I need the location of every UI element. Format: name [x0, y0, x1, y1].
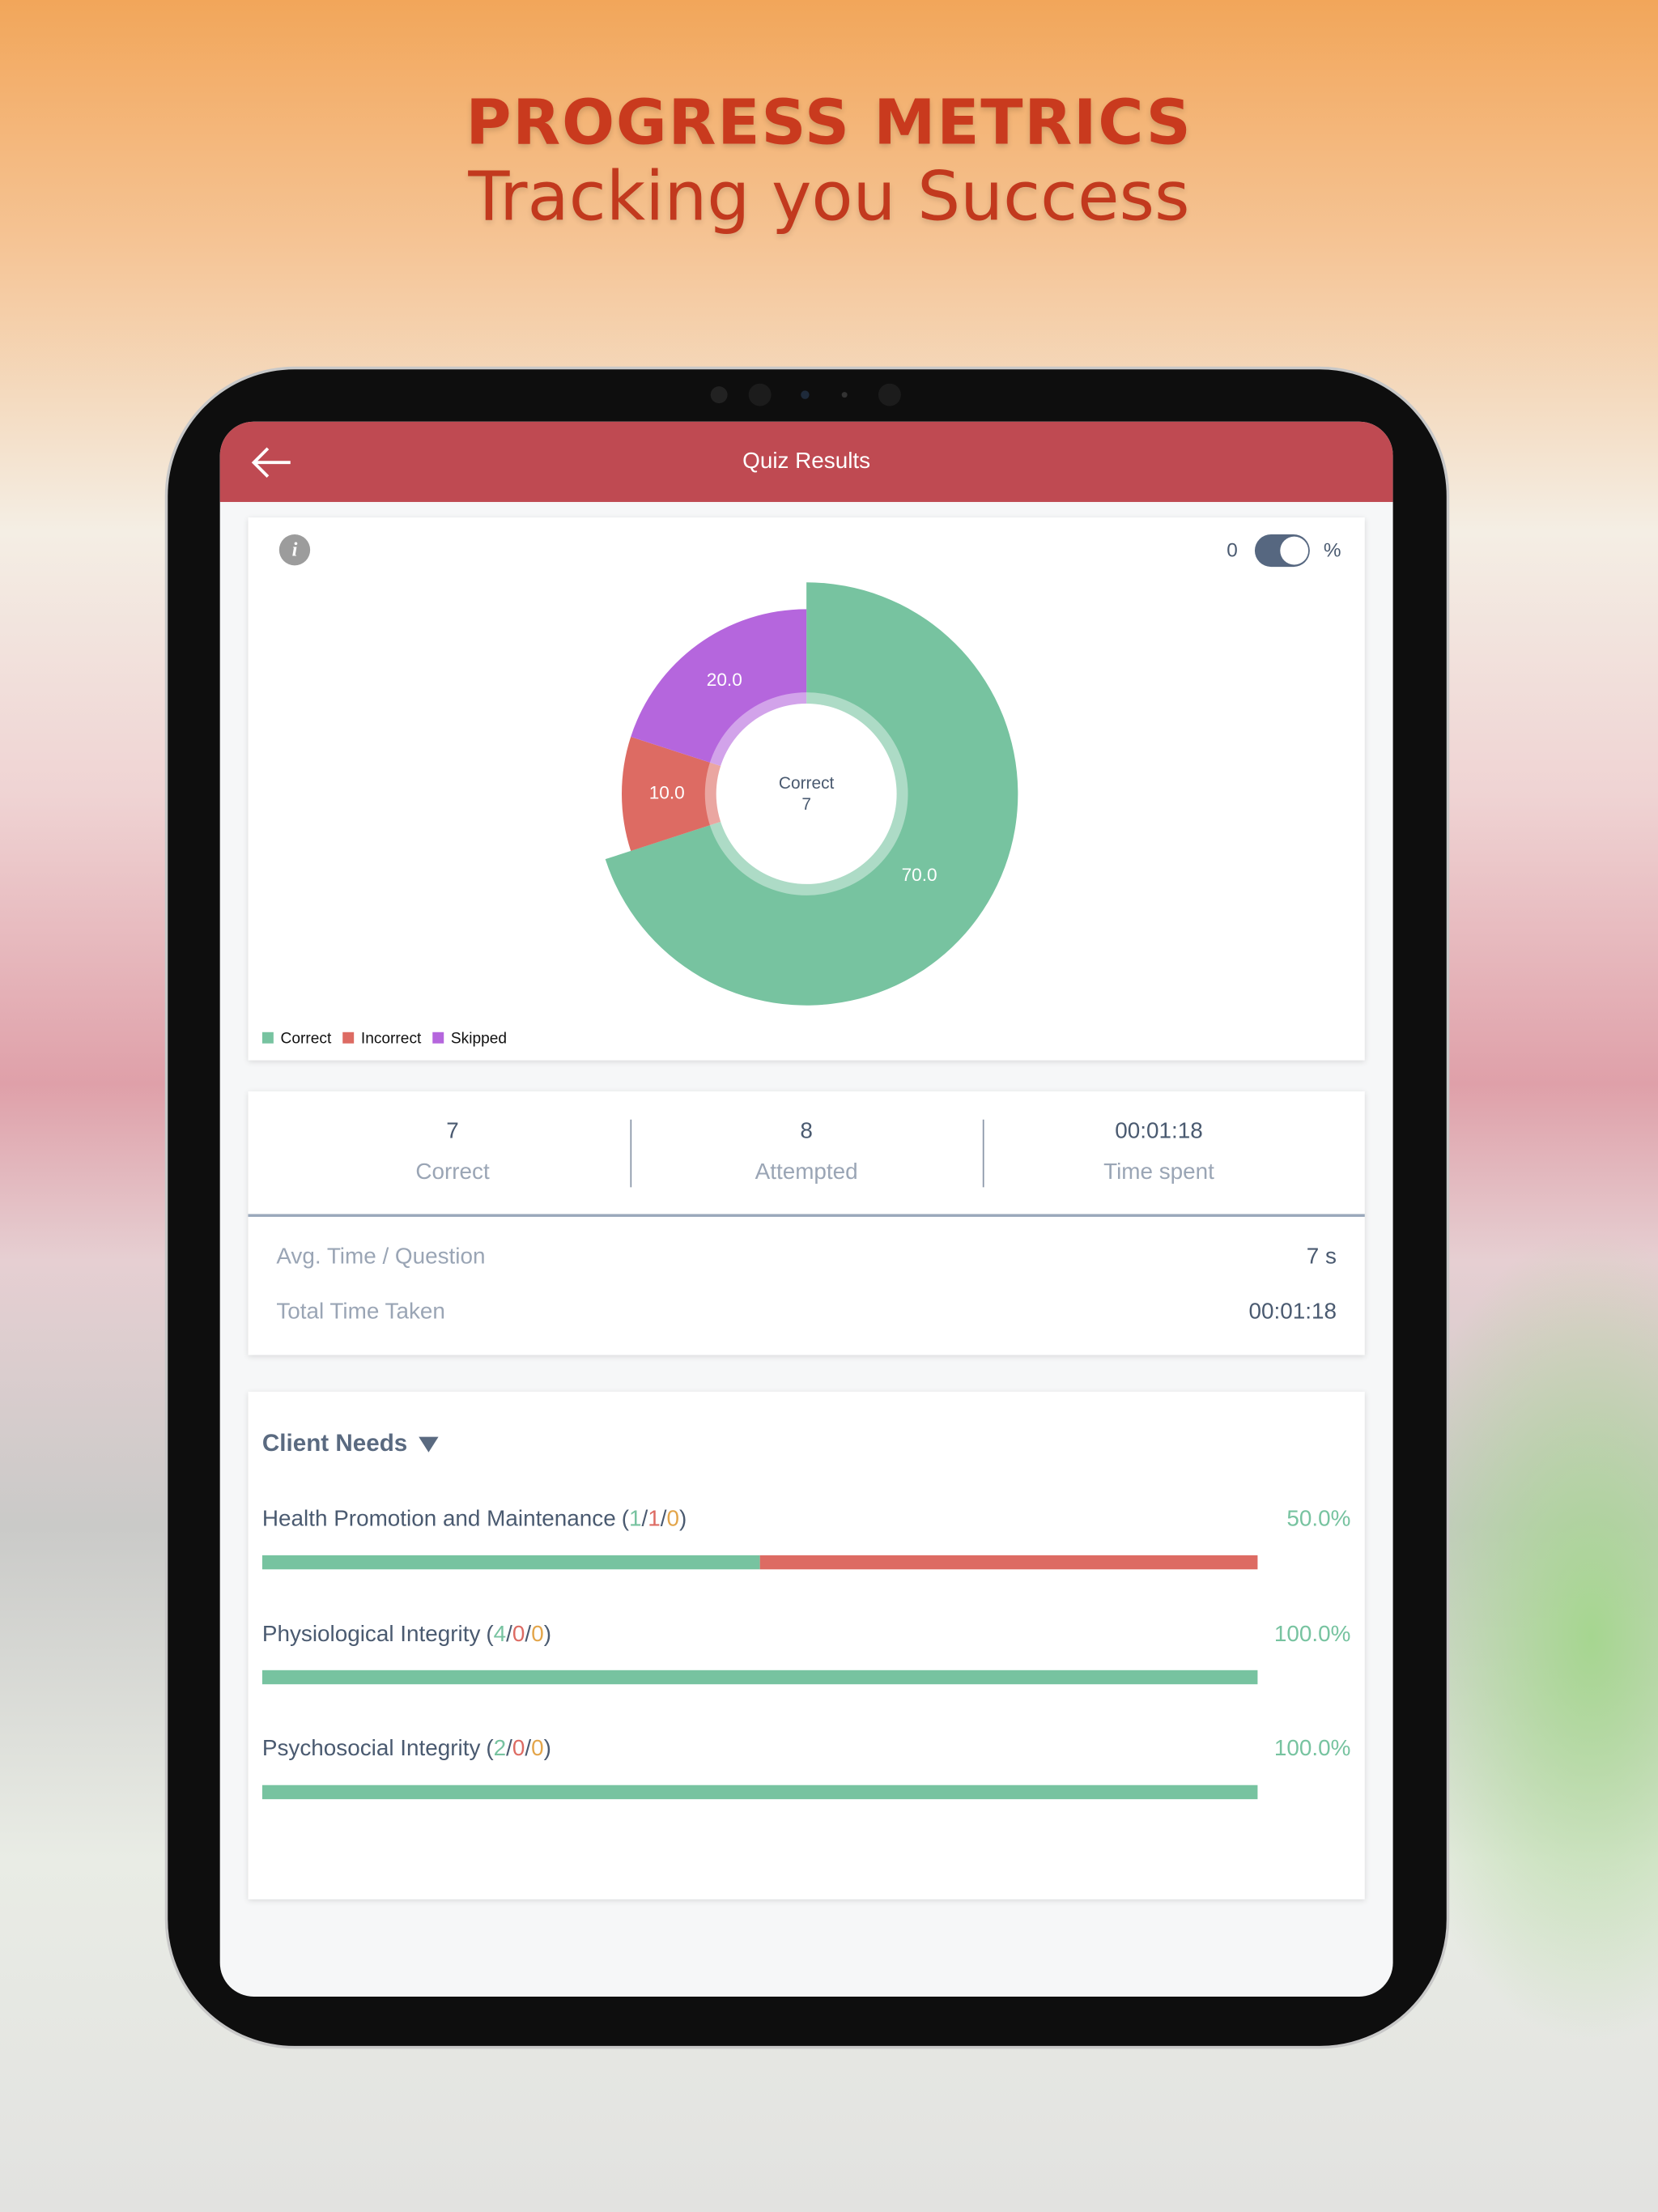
correct-bar [261, 1784, 1258, 1800]
incorrect-count: 1 [648, 1507, 661, 1532]
punctuation: / [641, 1507, 648, 1532]
slice-label: 10.0 [649, 782, 685, 802]
percent-label: 50.0% [1286, 1507, 1351, 1532]
legend-swatch [432, 1032, 444, 1044]
stat-label: Correct [415, 1160, 490, 1185]
category-label: Psychosocial Integrity (2/0/0) [262, 1738, 551, 1763]
client-needs-card: Client Needs Health Promotion and Mainte… [248, 1391, 1365, 1899]
center-value: 7 [801, 795, 811, 814]
divider [248, 1214, 1365, 1217]
punctuation: ( [621, 1507, 629, 1532]
summary-label: Total Time Taken [276, 1300, 445, 1325]
client-needs-dropdown[interactable]: Client Needs [262, 1430, 441, 1458]
punctuation: / [506, 1622, 512, 1647]
punctuation: ( [486, 1737, 494, 1762]
skipped-count: 0 [531, 1622, 544, 1647]
correct-count: 1 [628, 1507, 642, 1532]
slice-label: 20.0 [707, 670, 742, 690]
punctuation: / [660, 1507, 667, 1532]
info-button[interactable]: i [278, 534, 311, 566]
stat-label: Attempted [755, 1160, 858, 1185]
chart: i 0 % 70.0 10.0 20.0 Correct 7 Correct Incorre… [261, 534, 1341, 1048]
punctuation: / [525, 1622, 532, 1647]
punctuation: ( [486, 1622, 494, 1647]
stat-value: 00:01:18 [1115, 1119, 1203, 1144]
toggle-switch[interactable] [1254, 534, 1310, 568]
back-button[interactable] [251, 447, 293, 478]
legend-label: Correct [281, 1031, 332, 1048]
skipped-count: 0 [666, 1507, 680, 1532]
toggle-left-label: 0 [1226, 539, 1238, 561]
screen: Quiz Results i 0 % 70.0 10.0 20.0 Correct 7 C… [219, 421, 1393, 1997]
correct-count: 4 [493, 1622, 507, 1647]
pie-slice [622, 736, 722, 851]
dropdown-arrow [419, 1436, 439, 1453]
stat-value: 7 [446, 1119, 459, 1144]
bars [261, 1555, 1258, 1800]
incorrect-count: 0 [512, 1737, 525, 1762]
incorrect-bar [759, 1555, 1258, 1570]
correct-count: 2 [493, 1737, 507, 1762]
slice-label: 70.0 [902, 865, 937, 885]
category-label: Physiological Integrity (4/0/0) [262, 1623, 551, 1648]
legend-label: Skipped [451, 1031, 507, 1048]
percent-label: 100.0% [1273, 1737, 1351, 1762]
punctuation: ) [543, 1737, 551, 1762]
toggle-right-label: % [1324, 539, 1341, 561]
pie-slice [605, 582, 1018, 1006]
punctuation: ) [679, 1507, 687, 1532]
section-title: Client Needs [261, 1429, 408, 1457]
legend-swatch [261, 1032, 274, 1044]
legend-swatch [342, 1032, 355, 1044]
category-name: Physiological Integrity [261, 1622, 481, 1647]
divider [982, 1119, 984, 1188]
legend-label: Incorrect [361, 1031, 422, 1048]
app-bar: Quiz Results [219, 421, 1393, 502]
summary-value: 7 s [1306, 1244, 1337, 1270]
app-bar-title: Quiz Results [742, 449, 871, 474]
punctuation: / [525, 1737, 532, 1762]
svg-text:i: i [292, 539, 298, 561]
camera [710, 383, 901, 406]
promo-title: PROGRESS METRICS [466, 87, 1192, 160]
promo-subtitle: Tracking you Success [468, 158, 1190, 237]
category-name: Psychosocial Integrity [261, 1737, 481, 1762]
skipped-count: 0 [531, 1737, 544, 1762]
category-label: Health Promotion and Maintenance (1/1/0) [262, 1508, 687, 1533]
incorrect-count: 0 [512, 1622, 525, 1647]
summary-label: Avg. Time / Question [276, 1244, 486, 1270]
correct-bar [261, 1555, 760, 1570]
punctuation: ) [543, 1622, 551, 1647]
center-label: Correct [779, 774, 835, 793]
donut-hole [716, 704, 897, 884]
stat-value: 8 [800, 1119, 813, 1144]
category-name: Health Promotion and Maintenance [261, 1507, 616, 1532]
summary-value: 00:01:18 [1248, 1300, 1337, 1325]
stats-card: 7 Correct 8 Attempted 00:01:18 Time spent Avg.… [248, 1091, 1365, 1355]
percent-label: 100.0% [1273, 1622, 1351, 1647]
punctuation: / [506, 1737, 512, 1762]
correct-bar [261, 1670, 1258, 1685]
stat-label: Time spent [1103, 1160, 1214, 1185]
chart-card: i 0 % 70.0 10.0 20.0 Correct 7 Correct Incorre… [248, 517, 1365, 1061]
pie-slice [631, 609, 807, 767]
divider [630, 1119, 632, 1188]
